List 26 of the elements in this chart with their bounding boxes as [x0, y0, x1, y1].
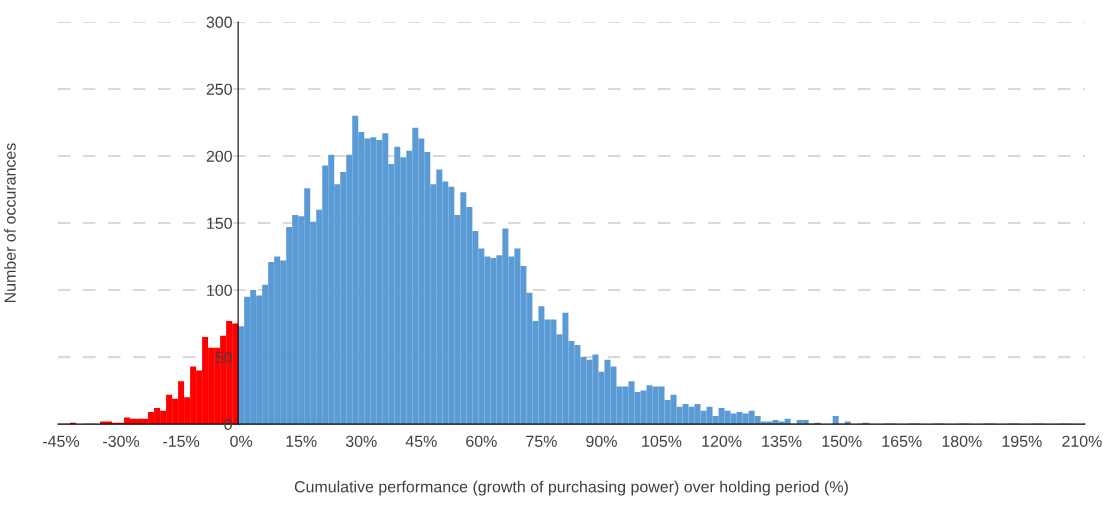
y-tick-label: 150	[207, 217, 232, 229]
x-tick-label: -30%	[103, 435, 140, 447]
y-tick-label: 200	[206, 150, 232, 162]
y-tick-label: 250	[206, 83, 232, 95]
x-tick-label: 0%	[230, 435, 253, 447]
x-tick-label: 90%	[586, 435, 617, 447]
y-tick-label: 300	[206, 16, 232, 28]
x-tick-label: 75%	[526, 435, 557, 447]
y-axis-title: Number of occurances	[4, 143, 16, 303]
x-tick-label: 195%	[1002, 435, 1042, 447]
x-tick-label: 135%	[762, 435, 802, 447]
x-tick-label: 150%	[822, 435, 862, 447]
x-tick-label: 15%	[286, 435, 317, 447]
x-tick-label: 105%	[642, 435, 682, 447]
x-tick-label: 45%	[405, 435, 437, 447]
x-tick-label: 180%	[942, 435, 982, 447]
x-tick-label: -15%	[163, 435, 200, 447]
x-tick-label: 30%	[345, 435, 377, 447]
x-axis-title: Cumulative performance (growth of purchasing power) over holding period (%)	[294, 480, 848, 496]
y-tick-label: 50	[215, 351, 232, 364]
x-tick-label: 120%	[702, 435, 742, 447]
x-tick-label: 165%	[882, 435, 922, 447]
x-tick-label: 60%	[466, 435, 497, 447]
y-tick-label: 100	[207, 284, 232, 297]
x-tick-label: 210%	[1062, 435, 1102, 447]
x-tick-label: -45%	[43, 435, 80, 447]
